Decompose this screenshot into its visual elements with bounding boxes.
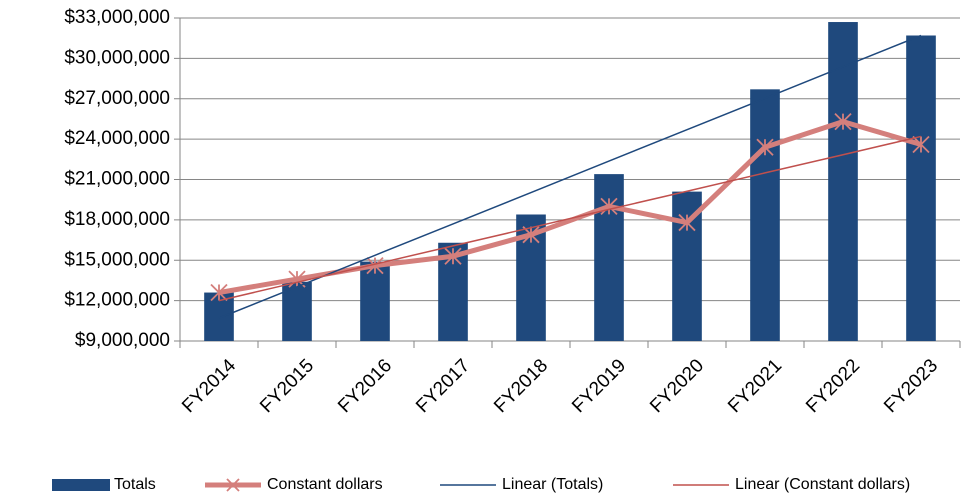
legend-label: Constant dollars (267, 476, 383, 493)
legend-label: Linear (Totals) (502, 476, 603, 493)
y-tick-label: $15,000,000 (64, 249, 170, 270)
line (218, 135, 922, 302)
marker (756, 138, 774, 156)
marker (912, 135, 930, 154)
x-tick-label: FY2023 (880, 355, 942, 417)
y-tick-label: $21,000,000 (64, 169, 170, 190)
x-tick-label: FY2019 (568, 355, 630, 417)
y-tick-label: $30,000,000 (64, 47, 170, 68)
bar (360, 261, 390, 341)
marker (834, 112, 852, 131)
x-tick-label: FY2015 (256, 355, 318, 417)
marker (600, 197, 618, 216)
x-tick-label: FY2014 (178, 355, 240, 417)
y-tick-label: $27,000,000 (64, 88, 170, 109)
bar (828, 22, 858, 341)
y-tick-label: $9,000,000 (75, 330, 170, 351)
marker (366, 256, 384, 275)
bar (906, 35, 936, 341)
y-tick-label: $12,000,000 (64, 290, 170, 311)
marker (210, 283, 228, 302)
line (218, 34, 922, 319)
x-tick-label: FY2018 (490, 355, 552, 417)
y-tick-label: $24,000,000 (64, 128, 170, 149)
line (218, 119, 922, 296)
bar (282, 281, 312, 341)
x-tick-label: FY2021 (724, 355, 786, 417)
x-tick-label: FY2020 (646, 355, 708, 417)
y-tick-label: $33,000,000 (64, 7, 170, 28)
legend-label: Totals (114, 476, 156, 493)
legend-label: Linear (Constant dollars) (735, 476, 910, 493)
marker (444, 247, 462, 265)
marker (678, 213, 696, 232)
x-tick-label: FY2022 (802, 355, 864, 417)
legend-swatch (52, 479, 110, 491)
bar (750, 89, 780, 342)
y-tick-label: $18,000,000 (64, 209, 170, 230)
legend-marker (226, 478, 240, 492)
x-tick-label: FY2016 (334, 355, 396, 417)
x-tick-label: FY2017 (412, 355, 474, 417)
